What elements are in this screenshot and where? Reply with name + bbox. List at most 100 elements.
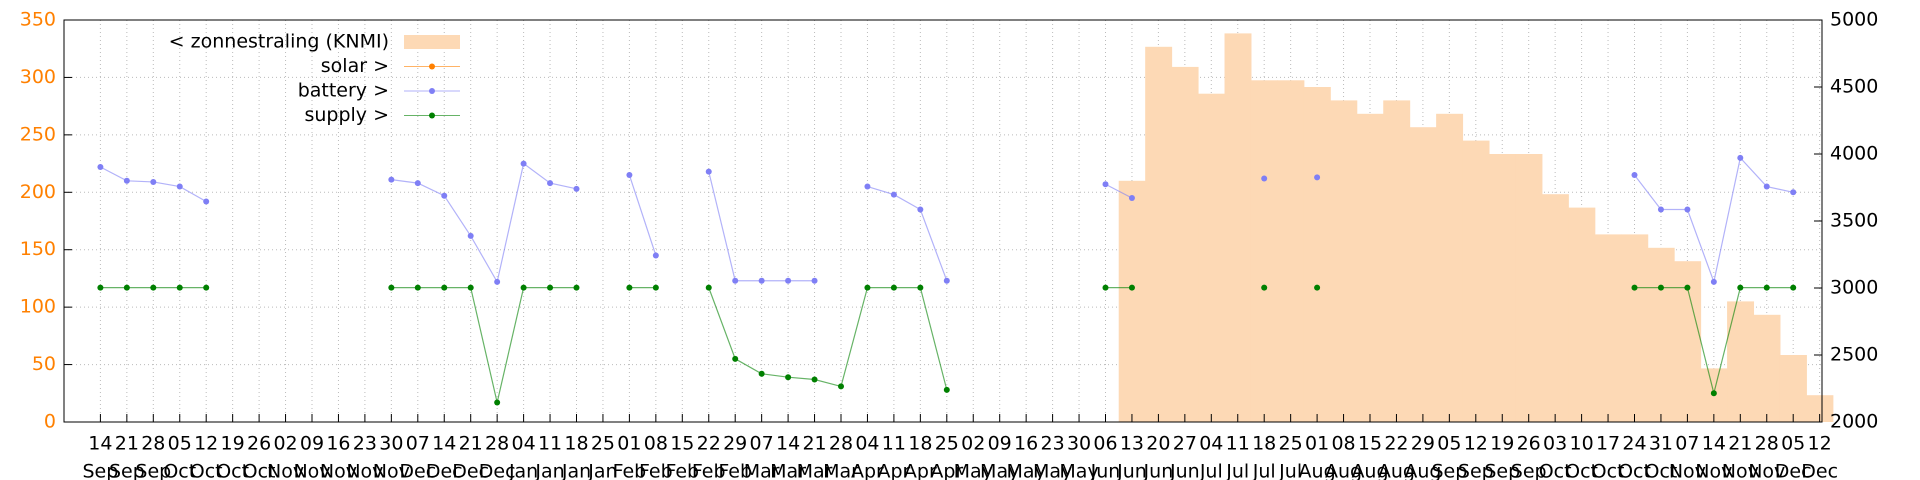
series-point [547,284,554,291]
x-tick-month: Apr [851,461,884,480]
series-point [785,374,792,381]
radiation-bar [1489,154,1516,422]
radiation-bar [1250,80,1278,423]
series-point [123,177,130,184]
radiation-bar [1621,234,1649,422]
series-point [838,383,844,390]
x-tick-month: Jul [1252,461,1276,480]
series-line [628,174,657,256]
x-tick-day: 26 [247,433,271,455]
x-tick-day: 28 [485,433,509,455]
x-tick-day: 23 [353,433,377,455]
series-point [1261,175,1268,182]
series-point [441,192,448,199]
series-point [811,277,818,284]
series-point [467,232,474,239]
x-tick-month: Oct [243,461,276,480]
series-point [1314,284,1321,291]
y-tick-label: 200 [20,181,56,203]
legend-label: supply > [304,104,389,126]
series-point [1314,174,1321,181]
series-point [520,284,527,291]
radiation-bar [1118,180,1146,422]
x-tick-month: Aug [1299,461,1336,480]
series-point [758,277,765,284]
series-point [388,176,395,183]
series-point [547,180,554,187]
x-tick-month: May [1007,461,1046,480]
x-tick-day: 14 [88,433,112,455]
x-tick-day: 29 [723,433,747,455]
x-tick-day: 25 [935,433,959,455]
series-point [494,399,501,406]
radiation-bar [1356,113,1384,423]
x-tick-month: Nov [1695,461,1732,480]
radiation-bar [1383,100,1411,423]
x-tick-month: Oct [216,461,249,480]
x-tick-day: 31 [1649,433,1673,455]
radiation-bar [1145,46,1173,423]
x-tick-month: Dec [1775,461,1812,480]
x-tick-day: 05 [1781,433,1805,455]
series-point [150,178,157,185]
series-point [943,386,950,393]
x-tick-month: Nov [1748,461,1785,480]
legend-marker [429,112,435,119]
x-tick-month: Aug [1404,461,1441,480]
x-tick-month: Nov [1669,461,1706,480]
series-point [1631,172,1638,179]
series-point [494,278,501,285]
series-point [864,183,871,190]
x-tick-day: 25 [591,433,615,455]
x-tick-month: Jul [1225,461,1249,480]
series-line [867,185,948,281]
series-point [1261,284,1268,291]
x-tick-month: Sep [1511,461,1547,480]
x-tick-month: Oct [1592,461,1625,480]
x-tick-day: 05 [1437,433,1461,455]
x-tick-month: Jan [508,461,538,480]
series-point [520,160,527,167]
series-line [391,287,577,403]
series-point [1657,284,1664,291]
radiation-bar [1727,301,1755,422]
radiation-bar [1647,247,1675,422]
x-tick-day: 08 [644,433,668,455]
x-tick-month: Dec [1801,461,1838,480]
series-point [626,172,633,179]
legend-label: battery > [298,80,389,102]
legend-label: solar > [321,55,389,77]
x-tick-day: 04 [1199,433,1223,455]
series-point [864,284,871,291]
x-tick-month: Sep [1484,461,1520,480]
x-tick-month: May [980,461,1019,480]
series-point [732,277,739,284]
y-tick-label: 50 [32,353,56,375]
y-tick-label: 150 [20,238,56,260]
series-point [123,284,130,291]
legend-label: < zonnestraling (KNMI) [169,31,389,53]
series-point [573,185,580,192]
y2-tick-label: 2000 [1830,411,1878,433]
x-tick-day: 02 [961,433,985,455]
x-tick-month: Dec [426,461,463,480]
x-tick-day: 12 [194,433,218,455]
y2-tick-label: 2500 [1830,344,1878,366]
series-point [1102,181,1109,188]
x-tick-month: Nov [346,461,383,480]
x-tick-day: 11 [538,433,562,455]
x-tick-month: Sep [1431,461,1467,480]
series-point [1631,284,1638,291]
x-tick-day: 21 [1728,433,1752,455]
x-tick-day: 28 [141,433,165,455]
x-tick-month: Apr [877,461,910,480]
radiation-bar [1462,140,1490,422]
x-tick-month: Oct [1565,461,1598,480]
series-point [414,284,421,291]
series-point [1684,206,1691,213]
x-tick-day: 14 [776,433,800,455]
series-point [652,284,659,291]
x-tick-day: 24 [1622,433,1646,455]
x-tick-day: 11 [882,433,906,455]
series-point [573,284,580,291]
